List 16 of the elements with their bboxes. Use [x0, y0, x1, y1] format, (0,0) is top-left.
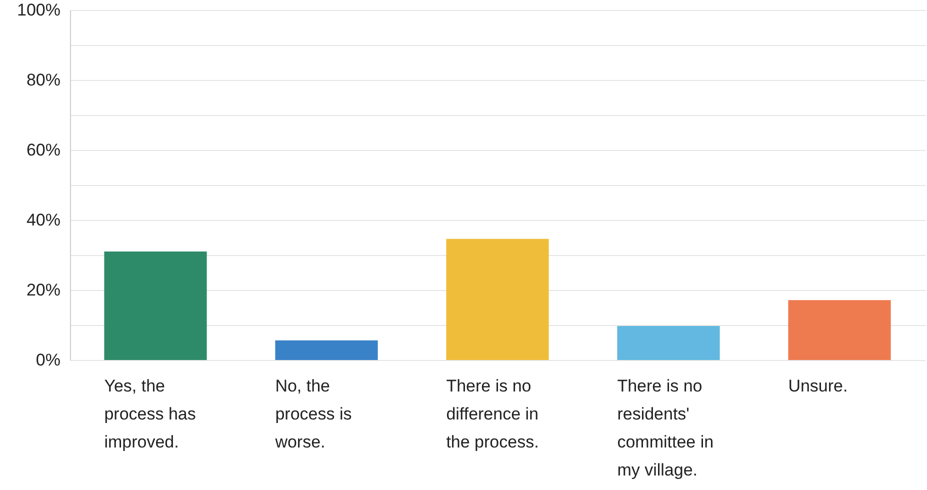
y-tick-label: 100%	[17, 0, 60, 20]
x-tick-label: Yes, the process has improved.	[104, 376, 196, 452]
x-tick-label: There is no difference in the process.	[446, 376, 539, 452]
x-tick-label: There is no residents' committee in my village.	[617, 376, 714, 480]
bar	[104, 252, 207, 360]
x-tick-label: Unsure.	[788, 376, 848, 396]
y-tick-label: 40%	[26, 210, 60, 230]
bar	[446, 238, 549, 360]
y-tick-label: 80%	[26, 70, 60, 90]
x-tick-label: No, the process is worse.	[274, 376, 352, 452]
bar	[788, 300, 891, 360]
bar	[275, 340, 378, 360]
y-tick-label: 0%	[36, 350, 60, 370]
y-tick-label: 60%	[26, 140, 60, 160]
y-tick-label: 20%	[26, 280, 60, 300]
bar	[617, 326, 720, 360]
